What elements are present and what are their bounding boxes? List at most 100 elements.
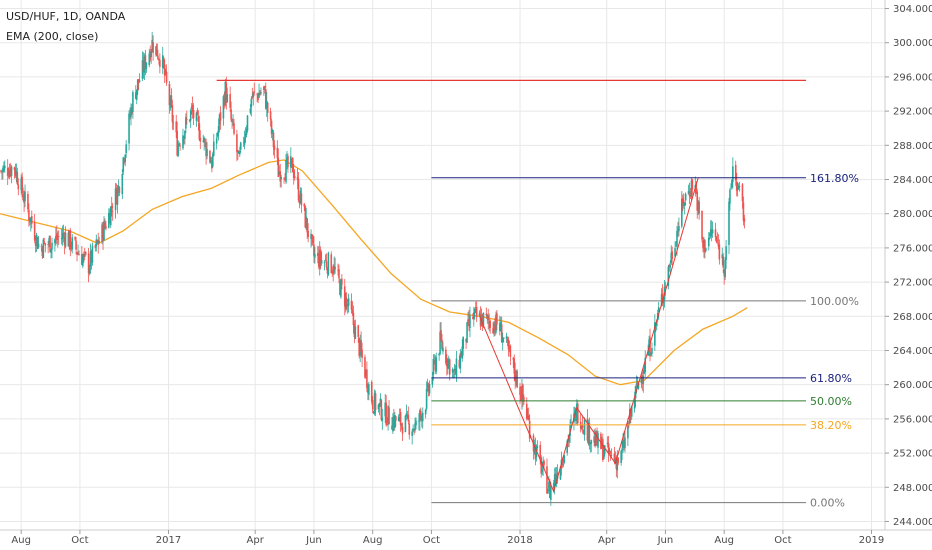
- candle-body: [394, 415, 396, 428]
- candle-body: [487, 315, 490, 321]
- price-tick-label: 276.000: [893, 243, 932, 254]
- candle-body: [346, 303, 349, 307]
- candle-body: [597, 433, 599, 448]
- candle-body: [104, 222, 106, 227]
- candle-body: [70, 247, 73, 248]
- candle-body: [482, 312, 485, 326]
- candle-body: [320, 260, 323, 264]
- candle-body: [523, 397, 525, 402]
- fib-level-label: 50.00%: [810, 395, 852, 408]
- candle-body: [418, 420, 420, 422]
- candle-body: [583, 419, 586, 436]
- candle-body: [251, 96, 254, 99]
- candle-body: [222, 96, 225, 119]
- candle-body: [624, 437, 626, 449]
- price-tick-label: 292.000: [893, 107, 932, 118]
- candle-body: [650, 353, 652, 355]
- candle-body: [609, 452, 612, 454]
- candle-body: [122, 157, 125, 172]
- candle-body: [111, 210, 114, 212]
- candle-body: [695, 184, 698, 194]
- candle-body: [590, 440, 593, 444]
- candle-body: [536, 446, 539, 448]
- time-tick-label: Oct: [71, 535, 88, 546]
- candle-body: [459, 353, 462, 369]
- candle-body: [326, 268, 329, 274]
- candle-body: [738, 185, 741, 187]
- candle-body: [526, 416, 529, 417]
- candle-body: [48, 238, 50, 244]
- candle-body: [708, 234, 711, 236]
- candle-body: [732, 166, 734, 183]
- candle-body: [649, 337, 651, 357]
- candle-body: [380, 400, 383, 420]
- candle-body: [298, 199, 301, 204]
- candle-body: [478, 312, 481, 316]
- candle-body: [366, 369, 368, 389]
- candle-body: [303, 203, 306, 207]
- candle-body: [316, 253, 319, 257]
- candle-body: [319, 249, 322, 262]
- candle-body: [485, 313, 488, 316]
- candle-body: [472, 312, 475, 319]
- candle-body: [286, 157, 288, 161]
- candle-body: [559, 467, 562, 480]
- candle-body: [249, 108, 252, 114]
- candle-body: [340, 279, 342, 297]
- candle-body: [224, 81, 227, 106]
- candle-body: [210, 162, 212, 164]
- price-tick-label: 304.000: [893, 4, 932, 15]
- candle-body: [102, 225, 104, 241]
- candle-body: [17, 184, 20, 190]
- candle-body: [467, 319, 469, 323]
- candle-body: [67, 232, 70, 247]
- candle-body: [243, 137, 246, 145]
- candle-body: [519, 386, 521, 396]
- candle-body: [244, 133, 247, 138]
- candle-body: [687, 190, 690, 195]
- candle-body: [179, 145, 181, 147]
- candle-body: [94, 245, 97, 248]
- candle-body: [486, 314, 489, 317]
- candle-body: [121, 173, 124, 195]
- candle-body: [433, 359, 436, 361]
- candle-body: [466, 322, 468, 343]
- candle-body: [226, 94, 229, 102]
- time-tick-label: 2019: [859, 535, 884, 546]
- candle-body: [252, 92, 255, 98]
- candle-body: [742, 202, 745, 221]
- candle-body: [30, 217, 32, 223]
- candle-body: [522, 384, 524, 399]
- candle-body: [379, 398, 382, 406]
- candle-body: [41, 247, 44, 257]
- candle-body: [206, 149, 208, 157]
- time-tick-label: 2017: [156, 535, 181, 546]
- candle-body: [505, 336, 508, 339]
- candle-body: [78, 254, 80, 256]
- candle-body: [613, 453, 616, 460]
- candle-body: [40, 246, 43, 248]
- candle-body: [217, 125, 220, 134]
- candle-body: [421, 412, 424, 422]
- candle-body: [352, 312, 355, 326]
- candle-body: [277, 157, 280, 177]
- candle-body: [61, 232, 64, 239]
- candle-body: [589, 443, 592, 445]
- price-axis[interactable]: 244.000 248.000 252.000 256.000 260.000 264.0…: [885, 4, 932, 528]
- candle-body: [158, 59, 160, 61]
- candle-body: [327, 252, 330, 275]
- time-axis[interactable]: Aug Oct 2017 Apr Jun Aug Oct 2018 Apr Jun Aug Oct 20…: [11, 530, 884, 546]
- candle-body: [575, 408, 577, 422]
- candle-body: [71, 237, 74, 250]
- candle-body: [595, 431, 597, 445]
- candle-body: [377, 404, 380, 410]
- candle-body: [172, 122, 175, 124]
- candle-body: [388, 407, 390, 425]
- time-tick-label: Aug: [714, 535, 734, 546]
- candle-body: [108, 212, 111, 224]
- candle-body: [307, 230, 309, 238]
- candle-body: [264, 86, 266, 88]
- candle-body: [118, 187, 121, 193]
- candle-body: [520, 394, 522, 402]
